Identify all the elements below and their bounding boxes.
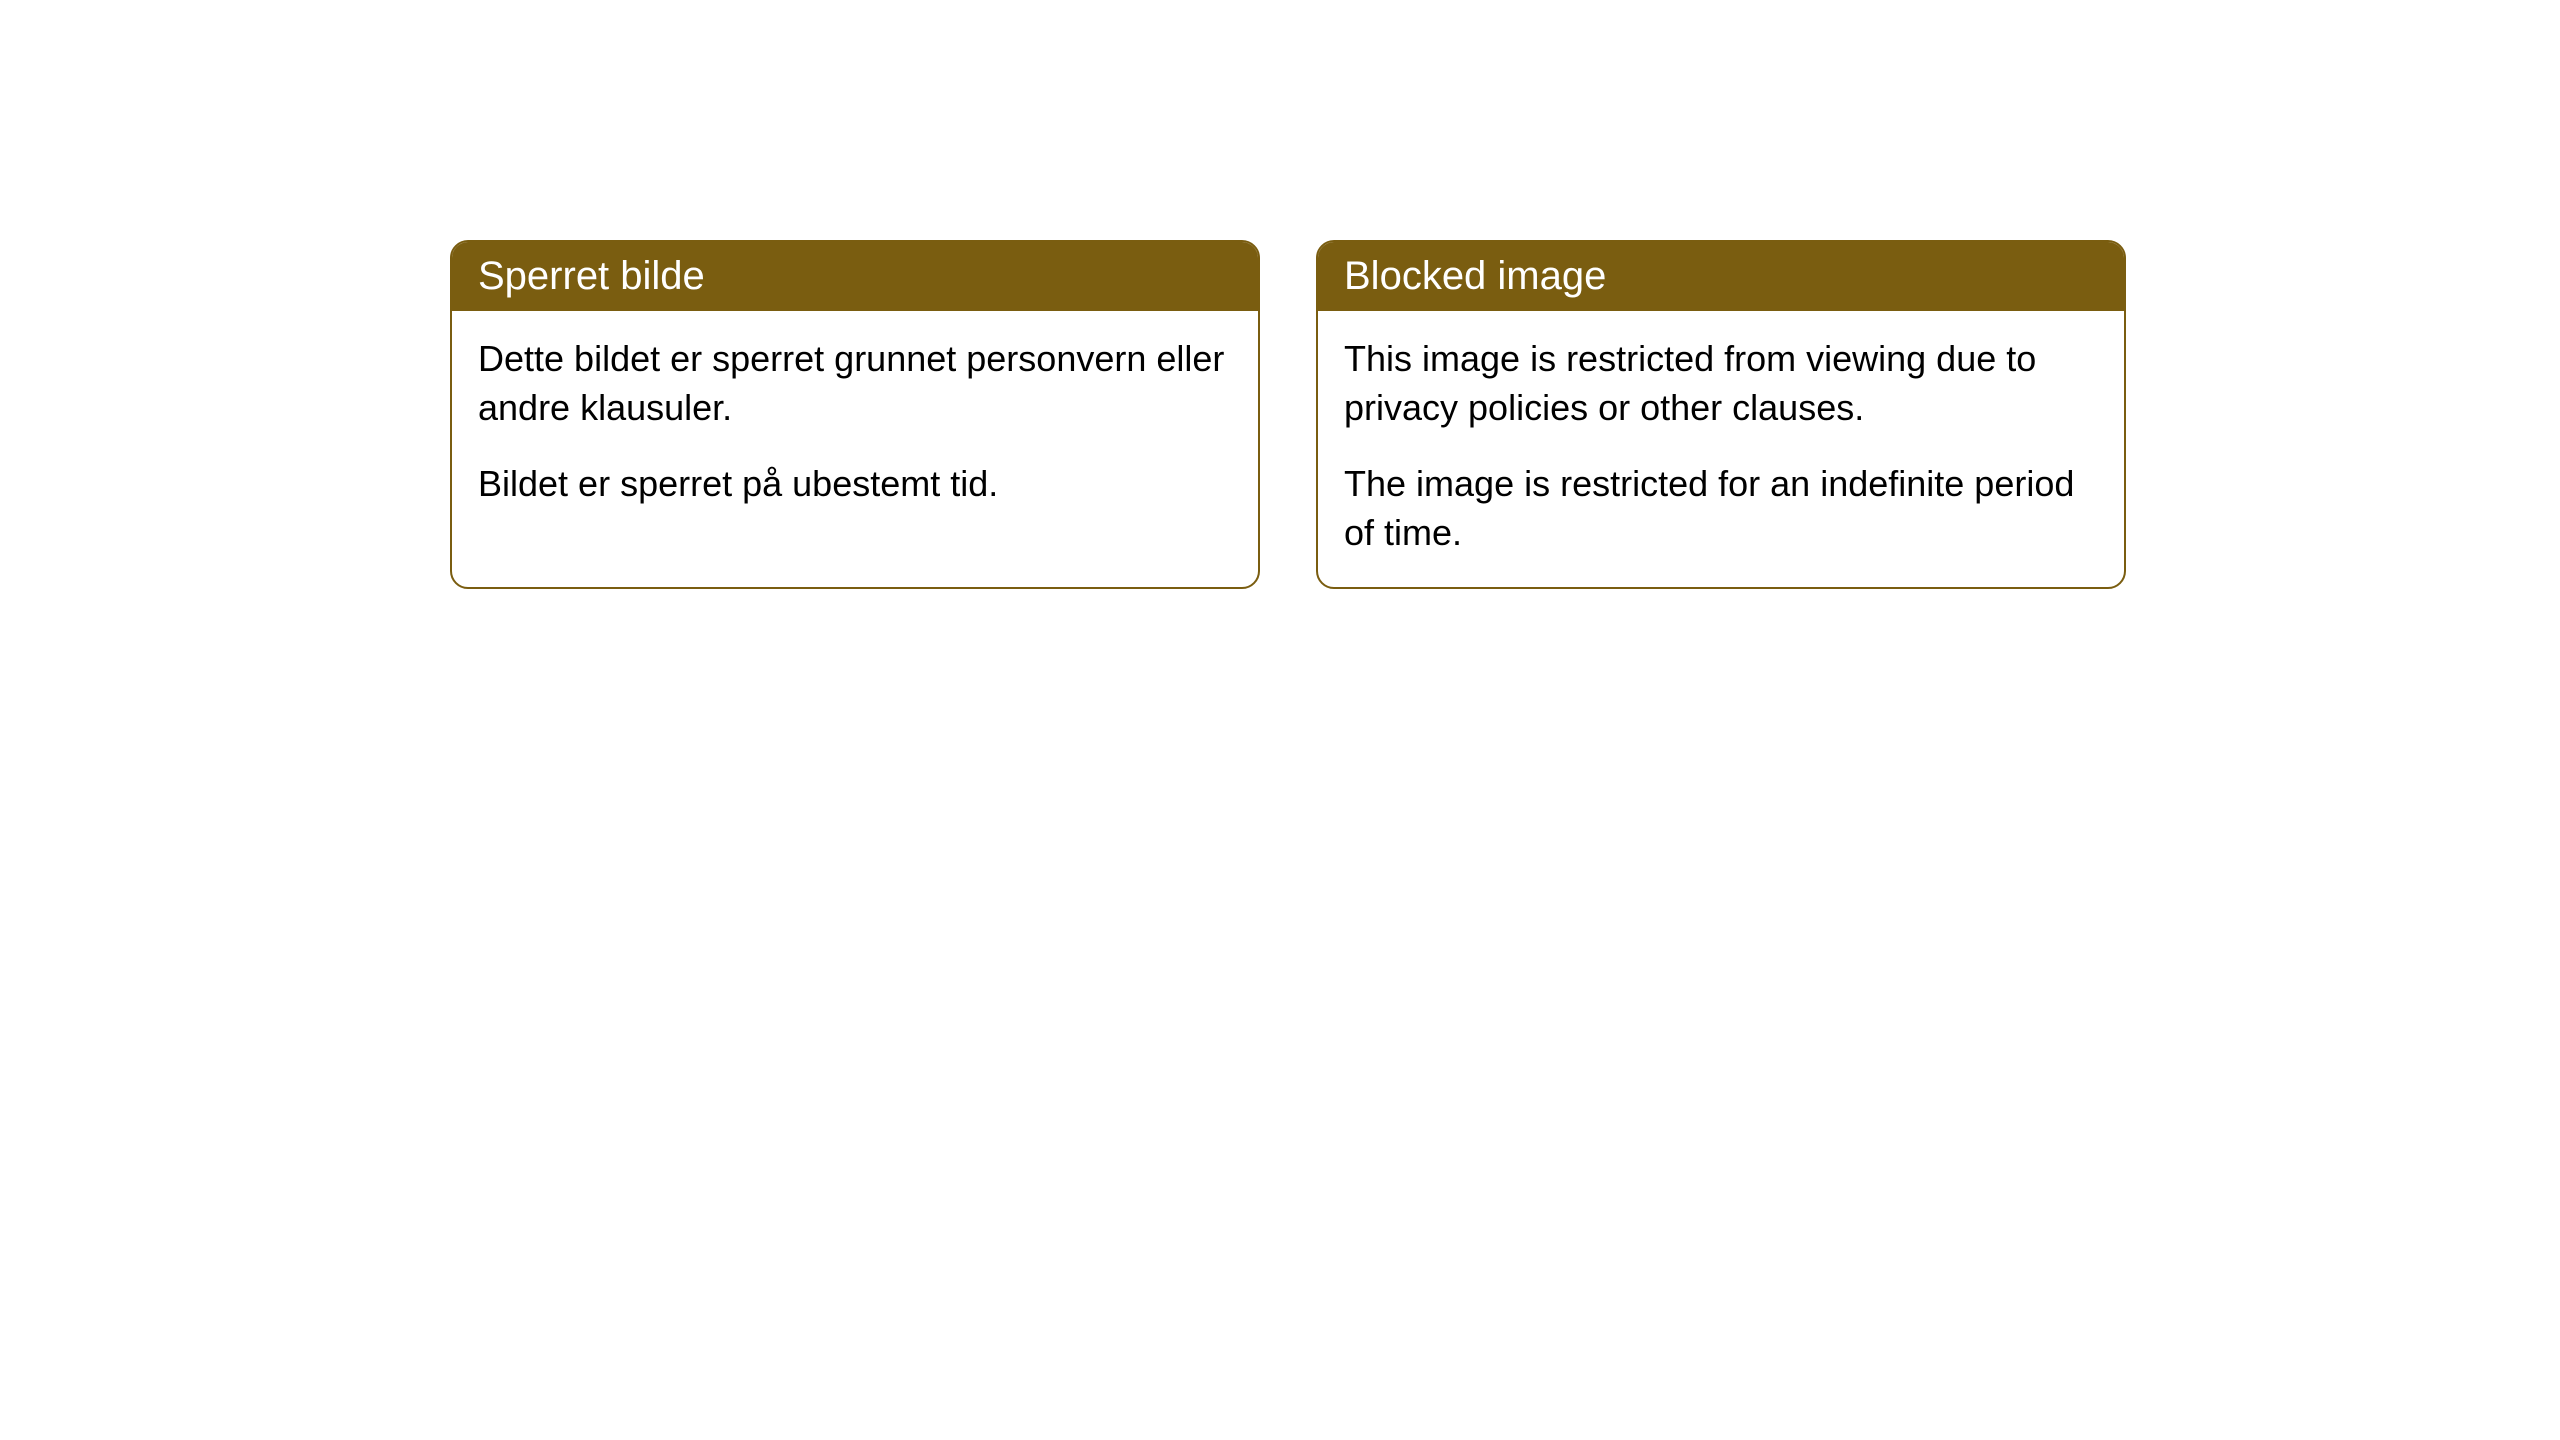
card-header: Sperret bilde	[452, 242, 1258, 311]
notice-card-norwegian: Sperret bilde Dette bildet er sperret gr…	[450, 240, 1260, 589]
card-body: This image is restricted from viewing du…	[1318, 311, 2124, 587]
card-paragraph: Dette bildet er sperret grunnet personve…	[478, 335, 1232, 432]
card-paragraph: The image is restricted for an indefinit…	[1344, 460, 2098, 557]
card-paragraph: This image is restricted from viewing du…	[1344, 335, 2098, 432]
card-body: Dette bildet er sperret grunnet personve…	[452, 311, 1258, 539]
notice-cards-container: Sperret bilde Dette bildet er sperret gr…	[450, 240, 2126, 589]
card-title: Blocked image	[1344, 254, 1606, 298]
notice-card-english: Blocked image This image is restricted f…	[1316, 240, 2126, 589]
card-header: Blocked image	[1318, 242, 2124, 311]
card-paragraph: Bildet er sperret på ubestemt tid.	[478, 460, 1232, 509]
card-title: Sperret bilde	[478, 254, 705, 298]
